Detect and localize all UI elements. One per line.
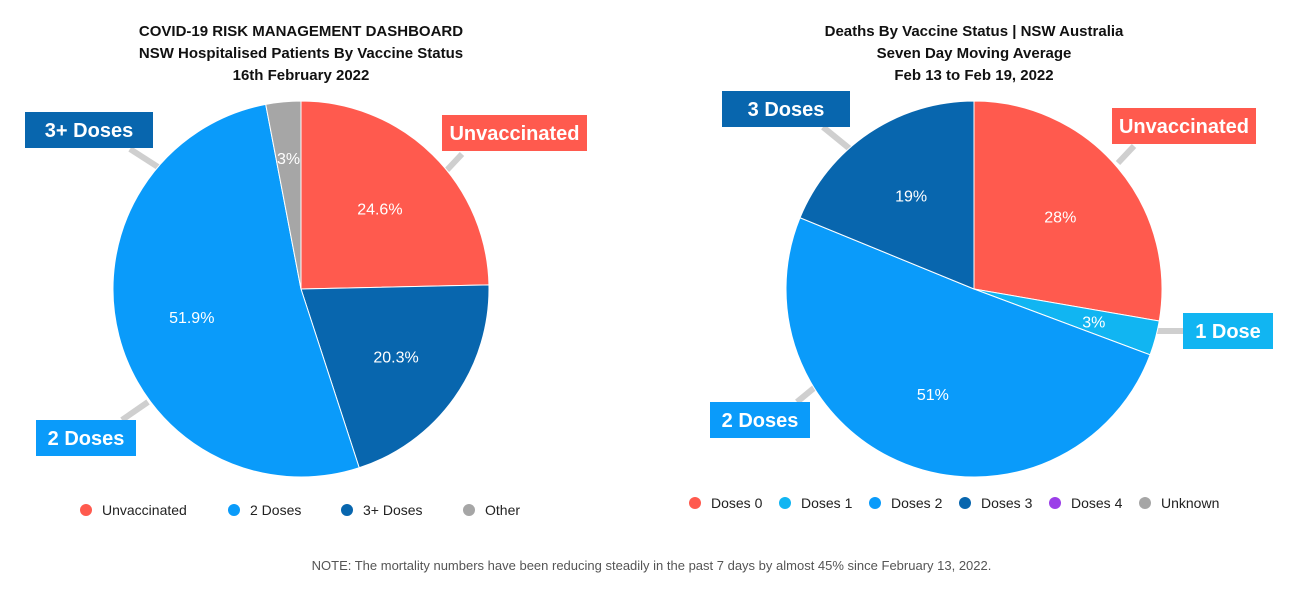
callout-label: 3+ Doses: [45, 120, 133, 142]
slice-value-label: 51%: [917, 387, 949, 404]
legend-marker: [779, 497, 791, 509]
legend-label: Other: [485, 502, 520, 518]
legend-label: Unknown: [1161, 495, 1219, 511]
callout-leader-line: [120, 399, 150, 423]
footnote: NOTE: The mortality numbers have been re…: [311, 558, 992, 573]
chart-title-line: Seven Day Moving Average: [877, 45, 1072, 62]
pie-chart-2: Deaths By Vaccine Status | NSW Australia…: [689, 23, 1273, 511]
callout-label: 1 Dose: [1195, 321, 1261, 343]
callout-box: [1112, 108, 1256, 144]
chart-title-line: Feb 13 to Feb 19, 2022: [894, 67, 1053, 84]
legend-marker: [463, 504, 475, 516]
pie-slice-doses-3: [799, 100, 975, 290]
slice-value-label: 51.9%: [169, 310, 214, 327]
legend-marker: [1049, 497, 1061, 509]
callout-leader-line: [128, 146, 160, 170]
legend-label: 3+ Doses: [363, 502, 423, 518]
legend-marker: [869, 497, 881, 509]
callout-label: Unvaccinated: [1119, 116, 1249, 138]
slice-value-label: 3%: [277, 151, 300, 168]
callout-label: 2 Doses: [48, 428, 125, 450]
chart-title-line: NSW Hospitalised Patients By Vaccine Sta…: [139, 45, 463, 62]
pie-slice-unvaccinated: [300, 100, 490, 290]
legend-label: 2 Doses: [250, 502, 301, 518]
pie-slice-2-doses: [112, 103, 360, 478]
slice-value-label: 28%: [1044, 209, 1076, 226]
slice-value-label: 24.6%: [357, 201, 402, 218]
legend-label: Doses 3: [981, 495, 1033, 511]
callout-box: [442, 115, 587, 151]
pie-slice-doses-2: [785, 217, 1151, 478]
legend-label: Unvaccinated: [102, 502, 187, 518]
callout-label: 3 Doses: [748, 99, 825, 121]
callout-box: [722, 91, 850, 127]
legend-label: Doses 1: [801, 495, 853, 511]
callout-box: [25, 112, 153, 148]
callout-leader-line: [821, 124, 852, 152]
chart-title-line: 16th February 2022: [233, 67, 370, 84]
slice-value-label: 3%: [1082, 314, 1105, 331]
pie-chart-1: COVID-19 RISK MANAGEMENT DASHBOARD NSW Ho…: [25, 23, 587, 518]
chart-title-line: Deaths By Vaccine Status | NSW Australia: [825, 23, 1124, 40]
legend-label: Doses 0: [711, 495, 763, 511]
legend-label: Doses 4: [1071, 495, 1123, 511]
legend-marker: [80, 504, 92, 516]
callout-leader-line: [444, 151, 465, 173]
legend-marker: [959, 497, 971, 509]
legend-marker: [1139, 497, 1151, 509]
legend-marker: [689, 497, 701, 509]
legend-marker: [341, 504, 353, 516]
callout-box: [36, 420, 136, 456]
slice-value-label: 19%: [895, 188, 927, 205]
pie-slice-doses-0: [973, 100, 1163, 322]
legend-marker: [228, 504, 240, 516]
legend-label: Doses 2: [891, 495, 943, 511]
chart-title-line: COVID-19 RISK MANAGEMENT DASHBOARD: [139, 23, 463, 40]
pie-slice-other: [265, 100, 302, 290]
callout-box: [710, 402, 810, 438]
callout-label: Unvaccinated: [449, 123, 579, 145]
callout-leader-line: [1115, 143, 1137, 166]
callout-label: 2 Doses: [722, 410, 799, 432]
slice-value-label: 20.3%: [373, 349, 418, 366]
callout-box: [1183, 313, 1273, 349]
pie-slice-3-doses: [300, 284, 490, 469]
